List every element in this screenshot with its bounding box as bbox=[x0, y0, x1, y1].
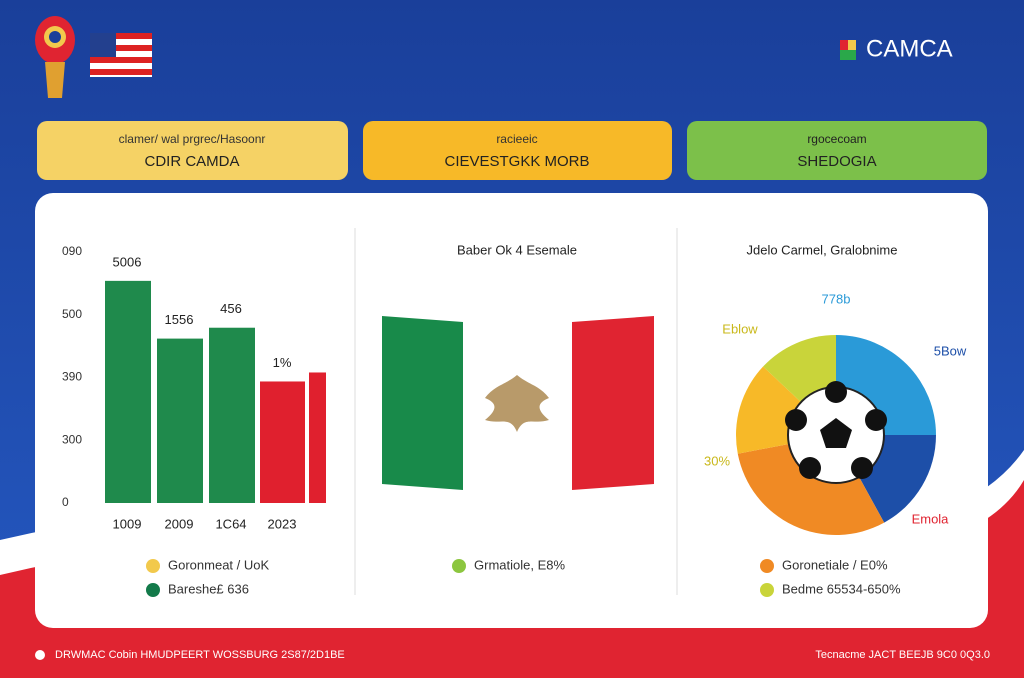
ball-patch bbox=[851, 457, 873, 479]
card-caption: racieeic bbox=[496, 132, 537, 146]
bar bbox=[209, 327, 255, 503]
slice-label: Emola bbox=[912, 511, 950, 526]
card: racieeic CIEVESTGKK MORB bbox=[363, 121, 672, 180]
data-label: 5006 bbox=[113, 254, 142, 269]
x-tick-label: 1009 bbox=[113, 516, 142, 531]
brand: CAMCA bbox=[866, 35, 953, 62]
slice-label: 30% bbox=[704, 453, 730, 468]
legend-swatch bbox=[760, 559, 774, 573]
legend-label: Bareshe£ 636 bbox=[168, 581, 249, 596]
slice-label: Eblow bbox=[722, 321, 758, 336]
x-tick-label: 1C64 bbox=[215, 516, 246, 531]
card: clamer/ wal prgrec/Hasoonr CDIR CAMDA bbox=[37, 121, 348, 180]
bar bbox=[260, 381, 305, 503]
x-tick-label: 2023 bbox=[268, 516, 297, 531]
footer-left: DRWMAC Cobin HMUDPEERT WOSSBURG 2S87/2D1… bbox=[55, 649, 345, 661]
legend-label: Goronetiale / E0% bbox=[782, 557, 888, 572]
bar bbox=[105, 280, 151, 503]
data-label: 1% bbox=[273, 355, 292, 370]
us-flag bbox=[90, 33, 152, 77]
slice-label: 5Bow bbox=[934, 343, 967, 358]
trophy-logo bbox=[35, 16, 75, 98]
ball-patch bbox=[865, 409, 887, 431]
y-tick-label: 090 bbox=[62, 244, 82, 258]
slice-label: 778b bbox=[822, 291, 851, 306]
legend-swatch bbox=[146, 559, 160, 573]
card: rgocecoam SHEDOGIA bbox=[687, 121, 987, 180]
data-label: 1556 bbox=[165, 312, 194, 327]
legend-label: Bedme 65534-650% bbox=[782, 581, 901, 596]
card-caption: clamer/ wal prgrec/Hasoonr bbox=[119, 132, 266, 146]
chart-title: Jdelo Carmel, Gralobnime bbox=[746, 242, 897, 257]
card-caption: rgocecoam bbox=[807, 132, 866, 146]
card-title: CDIR CAMDA bbox=[144, 153, 239, 170]
ball-patch bbox=[799, 457, 821, 479]
legend-label: Goronmeat / UoK bbox=[168, 557, 269, 572]
footer-dot bbox=[35, 650, 45, 660]
footer-right: Tecnacme JACT BEEJB 9C0 0Q3.0 bbox=[815, 649, 990, 661]
chart-title: Baber Ok 4 Esemale bbox=[457, 242, 577, 257]
y-tick-label: 500 bbox=[62, 307, 82, 321]
card-title: CIEVESTGKK MORB bbox=[444, 153, 589, 170]
ball-patch bbox=[820, 418, 852, 448]
y-tick-label: 0 bbox=[62, 495, 69, 509]
legend-swatch bbox=[760, 583, 774, 597]
x-tick-label: 2009 bbox=[165, 516, 194, 531]
y-tick-label: 300 bbox=[62, 432, 82, 446]
mexico-flag bbox=[382, 316, 654, 490]
brand-logo bbox=[840, 40, 856, 60]
bar bbox=[157, 338, 203, 503]
bar bbox=[309, 372, 326, 503]
ball-patch bbox=[825, 381, 847, 403]
legend-swatch bbox=[452, 559, 466, 573]
y-tick-label: 390 bbox=[62, 370, 82, 384]
legend-swatch bbox=[146, 583, 160, 597]
data-label: 456 bbox=[220, 301, 242, 316]
card-title: SHEDOGIA bbox=[797, 153, 876, 170]
ball-patch bbox=[785, 409, 807, 431]
legend-label: Grmatiole, E8% bbox=[474, 557, 565, 572]
